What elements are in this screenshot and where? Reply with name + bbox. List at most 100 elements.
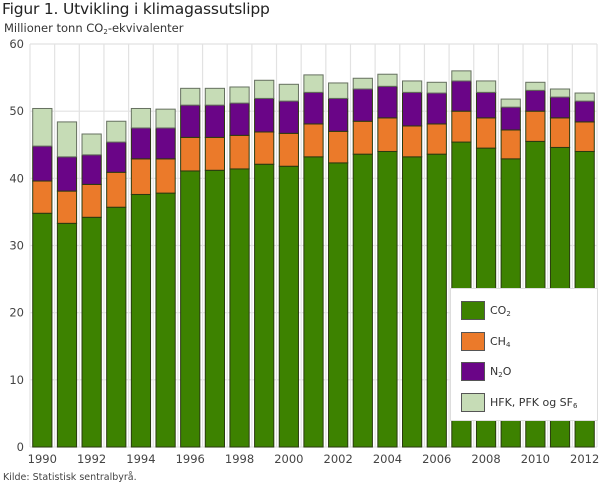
bar-segment-ch4 — [229, 134, 250, 170]
bar-segment-hfk-pfk-og-sf6 — [204, 87, 226, 106]
bar-segment-hfk-pfk-og-sf6 — [328, 82, 349, 99]
x-tick-label: 2000 — [274, 452, 303, 466]
x-tick-label: 1998 — [225, 452, 254, 466]
legend-swatch-n2o — [461, 362, 485, 381]
bar-stack-1991 — [56, 121, 78, 448]
bar-segment-n2o — [352, 88, 373, 122]
bar-stack-1995 — [155, 108, 176, 448]
bar-stack-2004 — [377, 73, 398, 448]
x-tick-label: 2006 — [422, 452, 451, 466]
legend-label: CO2 — [490, 303, 511, 318]
legend-item-ch4: CH4 — [461, 332, 510, 351]
bar-segment-n2o — [377, 85, 398, 119]
bar-segment-hfk-pfk-og-sf6 — [352, 77, 373, 90]
y-tick-label: 60 — [9, 37, 24, 51]
x-tick-label: 2004 — [373, 452, 402, 466]
bar-segment-co2 — [204, 169, 226, 448]
chart-title: Figur 1. Utvikling i klimagassutslipp — [2, 0, 270, 18]
y-tick-label: 20 — [9, 306, 24, 320]
bar-segment-n2o — [155, 127, 176, 160]
legend-swatch-ch4 — [461, 332, 485, 351]
bar-stack-2006 — [426, 81, 447, 448]
bar-segment-n2o — [254, 97, 275, 133]
y-tick-label: 40 — [9, 171, 24, 185]
y-tick-label: 30 — [9, 239, 24, 253]
legend-label: HFK, PFK og SF6 — [490, 395, 578, 410]
legend-label: N2O — [490, 364, 512, 379]
bar-segment-hfk-pfk-og-sf6 — [155, 108, 176, 129]
bar-segment-hfk-pfk-og-sf6 — [303, 74, 324, 93]
bar-segment-hfk-pfk-og-sf6 — [81, 133, 102, 156]
bar-segment-co2 — [56, 222, 78, 448]
bar-segment-hfk-pfk-og-sf6 — [180, 87, 201, 106]
bar-segment-hfk-pfk-og-sf6 — [106, 120, 127, 143]
source-note: Kilde: Statistisk sentralbyrå. — [3, 472, 137, 483]
bar-segment-ch4 — [204, 136, 226, 171]
bar-segment-n2o — [401, 91, 423, 127]
bar-segment-co2 — [328, 162, 349, 448]
bar-segment-hfk-pfk-og-sf6 — [475, 80, 497, 93]
bar-stack-2000 — [278, 83, 299, 448]
bar-segment-co2 — [155, 192, 176, 448]
bar-segment-hfk-pfk-og-sf6 — [130, 107, 152, 129]
bar-segment-ch4 — [278, 132, 299, 167]
bar-segment-ch4 — [32, 180, 53, 214]
bar-segment-ch4 — [377, 117, 398, 152]
bar-segment-hfk-pfk-og-sf6 — [254, 79, 275, 99]
bar-segment-co2 — [254, 163, 275, 448]
bar-stack-1993 — [106, 120, 127, 448]
bar-segment-n2o — [451, 80, 472, 112]
bar-stack-1999 — [254, 79, 275, 448]
bar-segment-hfk-pfk-og-sf6 — [549, 88, 571, 98]
x-tick-label: 2008 — [471, 452, 500, 466]
bar-segment-ch4 — [328, 130, 349, 164]
y-axis-ticks: 0 10 20 30 40 50 60 — [9, 37, 24, 454]
bar-segment-co2 — [401, 156, 423, 448]
bar-segment-ch4 — [303, 123, 324, 158]
bar-stack-1992 — [81, 133, 102, 448]
bar-segment-hfk-pfk-og-sf6 — [451, 70, 472, 82]
bar-stack-1996 — [180, 87, 201, 448]
subtitle-text-post: -ekvivalenter — [107, 21, 184, 35]
bar-segment-ch4 — [525, 110, 546, 142]
bar-segment-ch4 — [352, 120, 373, 155]
legend-swatch-co2 — [461, 301, 485, 320]
bar-stack-2003 — [352, 77, 373, 448]
bar-segment-hfk-pfk-og-sf6 — [426, 81, 447, 94]
bar-segment-n2o — [475, 91, 497, 119]
bar-segment-co2 — [377, 150, 398, 448]
bar-segment-hfk-pfk-og-sf6 — [525, 81, 546, 91]
bar-segment-ch4 — [574, 121, 595, 152]
bar-segment-hfk-pfk-og-sf6 — [32, 107, 53, 147]
bar-segment-n2o — [426, 92, 447, 125]
y-tick-label: 0 — [17, 440, 24, 454]
bar-segment-ch4 — [254, 131, 275, 165]
legend-item-fgas: HFK, PFK og SF6 — [461, 393, 577, 412]
bar-segment-co2 — [180, 170, 201, 448]
bar-segment-co2 — [106, 206, 127, 448]
bar-segment-ch4 — [106, 171, 127, 208]
bar-segment-n2o — [180, 104, 201, 138]
subtitle-text: Millioner tonn CO — [4, 21, 104, 35]
bar-segment-n2o — [549, 96, 571, 119]
bar-segment-n2o — [500, 106, 521, 131]
bar-stack-1998 — [229, 86, 250, 448]
y-axis-unit-label: Millioner tonn CO2-ekvivalenter — [4, 21, 183, 36]
x-tick-label: 1990 — [28, 452, 57, 466]
bar-segment-ch4 — [81, 183, 102, 218]
bar-stack-1990 — [32, 107, 53, 448]
bar-segment-co2 — [32, 212, 53, 448]
bar-stack-2001 — [303, 74, 324, 448]
bar-segment-n2o — [328, 97, 349, 132]
bar-segment-ch4 — [155, 158, 176, 194]
bar-segment-hfk-pfk-og-sf6 — [278, 83, 299, 102]
bar-segment-n2o — [130, 127, 152, 160]
bar-segment-n2o — [204, 104, 226, 138]
y-tick-label: 10 — [9, 373, 24, 387]
bar-segment-co2 — [130, 193, 152, 448]
bar-segment-ch4 — [180, 136, 201, 172]
legend-label: CH4 — [490, 334, 511, 349]
bar-segment-n2o — [525, 89, 546, 112]
bar-segment-ch4 — [130, 158, 152, 195]
bar-segment-n2o — [229, 102, 250, 136]
